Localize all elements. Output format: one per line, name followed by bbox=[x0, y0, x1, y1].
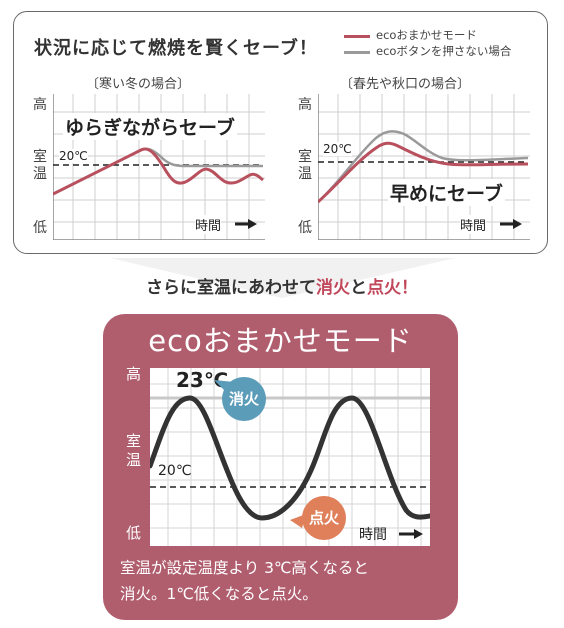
eco-lower-temp: 20℃ bbox=[158, 463, 192, 479]
right-y-room2: 温 bbox=[298, 166, 312, 182]
right-chart-caption: 〔春先や秋口の場合〕 bbox=[340, 77, 471, 92]
left-y-room1: 室 bbox=[33, 149, 47, 165]
down-arrow-shape bbox=[110, 258, 455, 298]
eco-upper-temp: 23℃ bbox=[176, 368, 229, 392]
legend-normal-label: ecoボタンを押さない場合 bbox=[376, 44, 512, 58]
left-y-room2: 温 bbox=[33, 166, 47, 182]
eco-y-low: 低 bbox=[126, 524, 142, 542]
right-time-label: 時間 bbox=[460, 215, 487, 234]
off-badge: 消火 bbox=[222, 377, 266, 421]
right-eco-line bbox=[318, 141, 529, 204]
left-chart-caption: 〔寒い冬の場合〕 bbox=[86, 77, 191, 92]
right-y-room1: 室 bbox=[298, 149, 312, 165]
on-badge: 点火 bbox=[302, 496, 346, 540]
right-y-high: 高 bbox=[298, 97, 312, 113]
left-time-label: 時間 bbox=[195, 215, 222, 234]
eco-desc-line1: 室温が設定温度より 3℃高くなると bbox=[120, 559, 369, 577]
left-y-high: 高 bbox=[33, 97, 47, 113]
eco-desc-line2: 消火。1℃低くなると点火。 bbox=[120, 585, 318, 603]
right-overlay-text: 早めにセーブ bbox=[388, 179, 505, 206]
eco-time-arrow-icon bbox=[399, 529, 423, 539]
legend-eco-swatch bbox=[344, 35, 370, 38]
middle-part2: 消火 bbox=[316, 278, 350, 298]
eco-title: ecoおまかせモード bbox=[148, 324, 413, 358]
eco-description: 室温が設定温度より 3℃高くなると 消火。1℃低くなると点火。 bbox=[120, 555, 450, 607]
right-temp-label: 20℃ bbox=[323, 142, 352, 156]
eco-y-room2: 温 bbox=[126, 451, 142, 469]
eco-time-label: 時間 bbox=[359, 527, 387, 543]
left-overlay-text: ゆらぎながらセーブ bbox=[63, 113, 237, 140]
left-temp-label: 20℃ bbox=[59, 149, 88, 163]
legend-normal-swatch bbox=[344, 51, 370, 54]
top-title: 状況に応じて燃焼を賢くセーブ！ bbox=[34, 38, 318, 59]
right-normal-line bbox=[318, 130, 529, 203]
right-y-low: 低 bbox=[298, 220, 312, 236]
eco-y-room1: 室 bbox=[126, 432, 142, 450]
right-time-arrow-icon bbox=[500, 219, 522, 229]
eco-y-high: 高 bbox=[126, 365, 142, 383]
middle-part5: ！ bbox=[401, 278, 418, 298]
middle-part4: 点火 bbox=[367, 278, 401, 298]
left-eco-line bbox=[53, 147, 264, 196]
middle-part1: さらに室温にあわせて bbox=[146, 278, 316, 298]
eco-sine-wave bbox=[150, 395, 430, 521]
legend-eco-label: ecoおまかせモード bbox=[376, 28, 477, 42]
middle-part3: と bbox=[350, 278, 367, 298]
left-time-arrow-icon bbox=[235, 219, 257, 229]
middle-headline: さらに室温にあわせて消火と点火！ bbox=[0, 273, 564, 298]
left-y-low: 低 bbox=[33, 220, 47, 236]
